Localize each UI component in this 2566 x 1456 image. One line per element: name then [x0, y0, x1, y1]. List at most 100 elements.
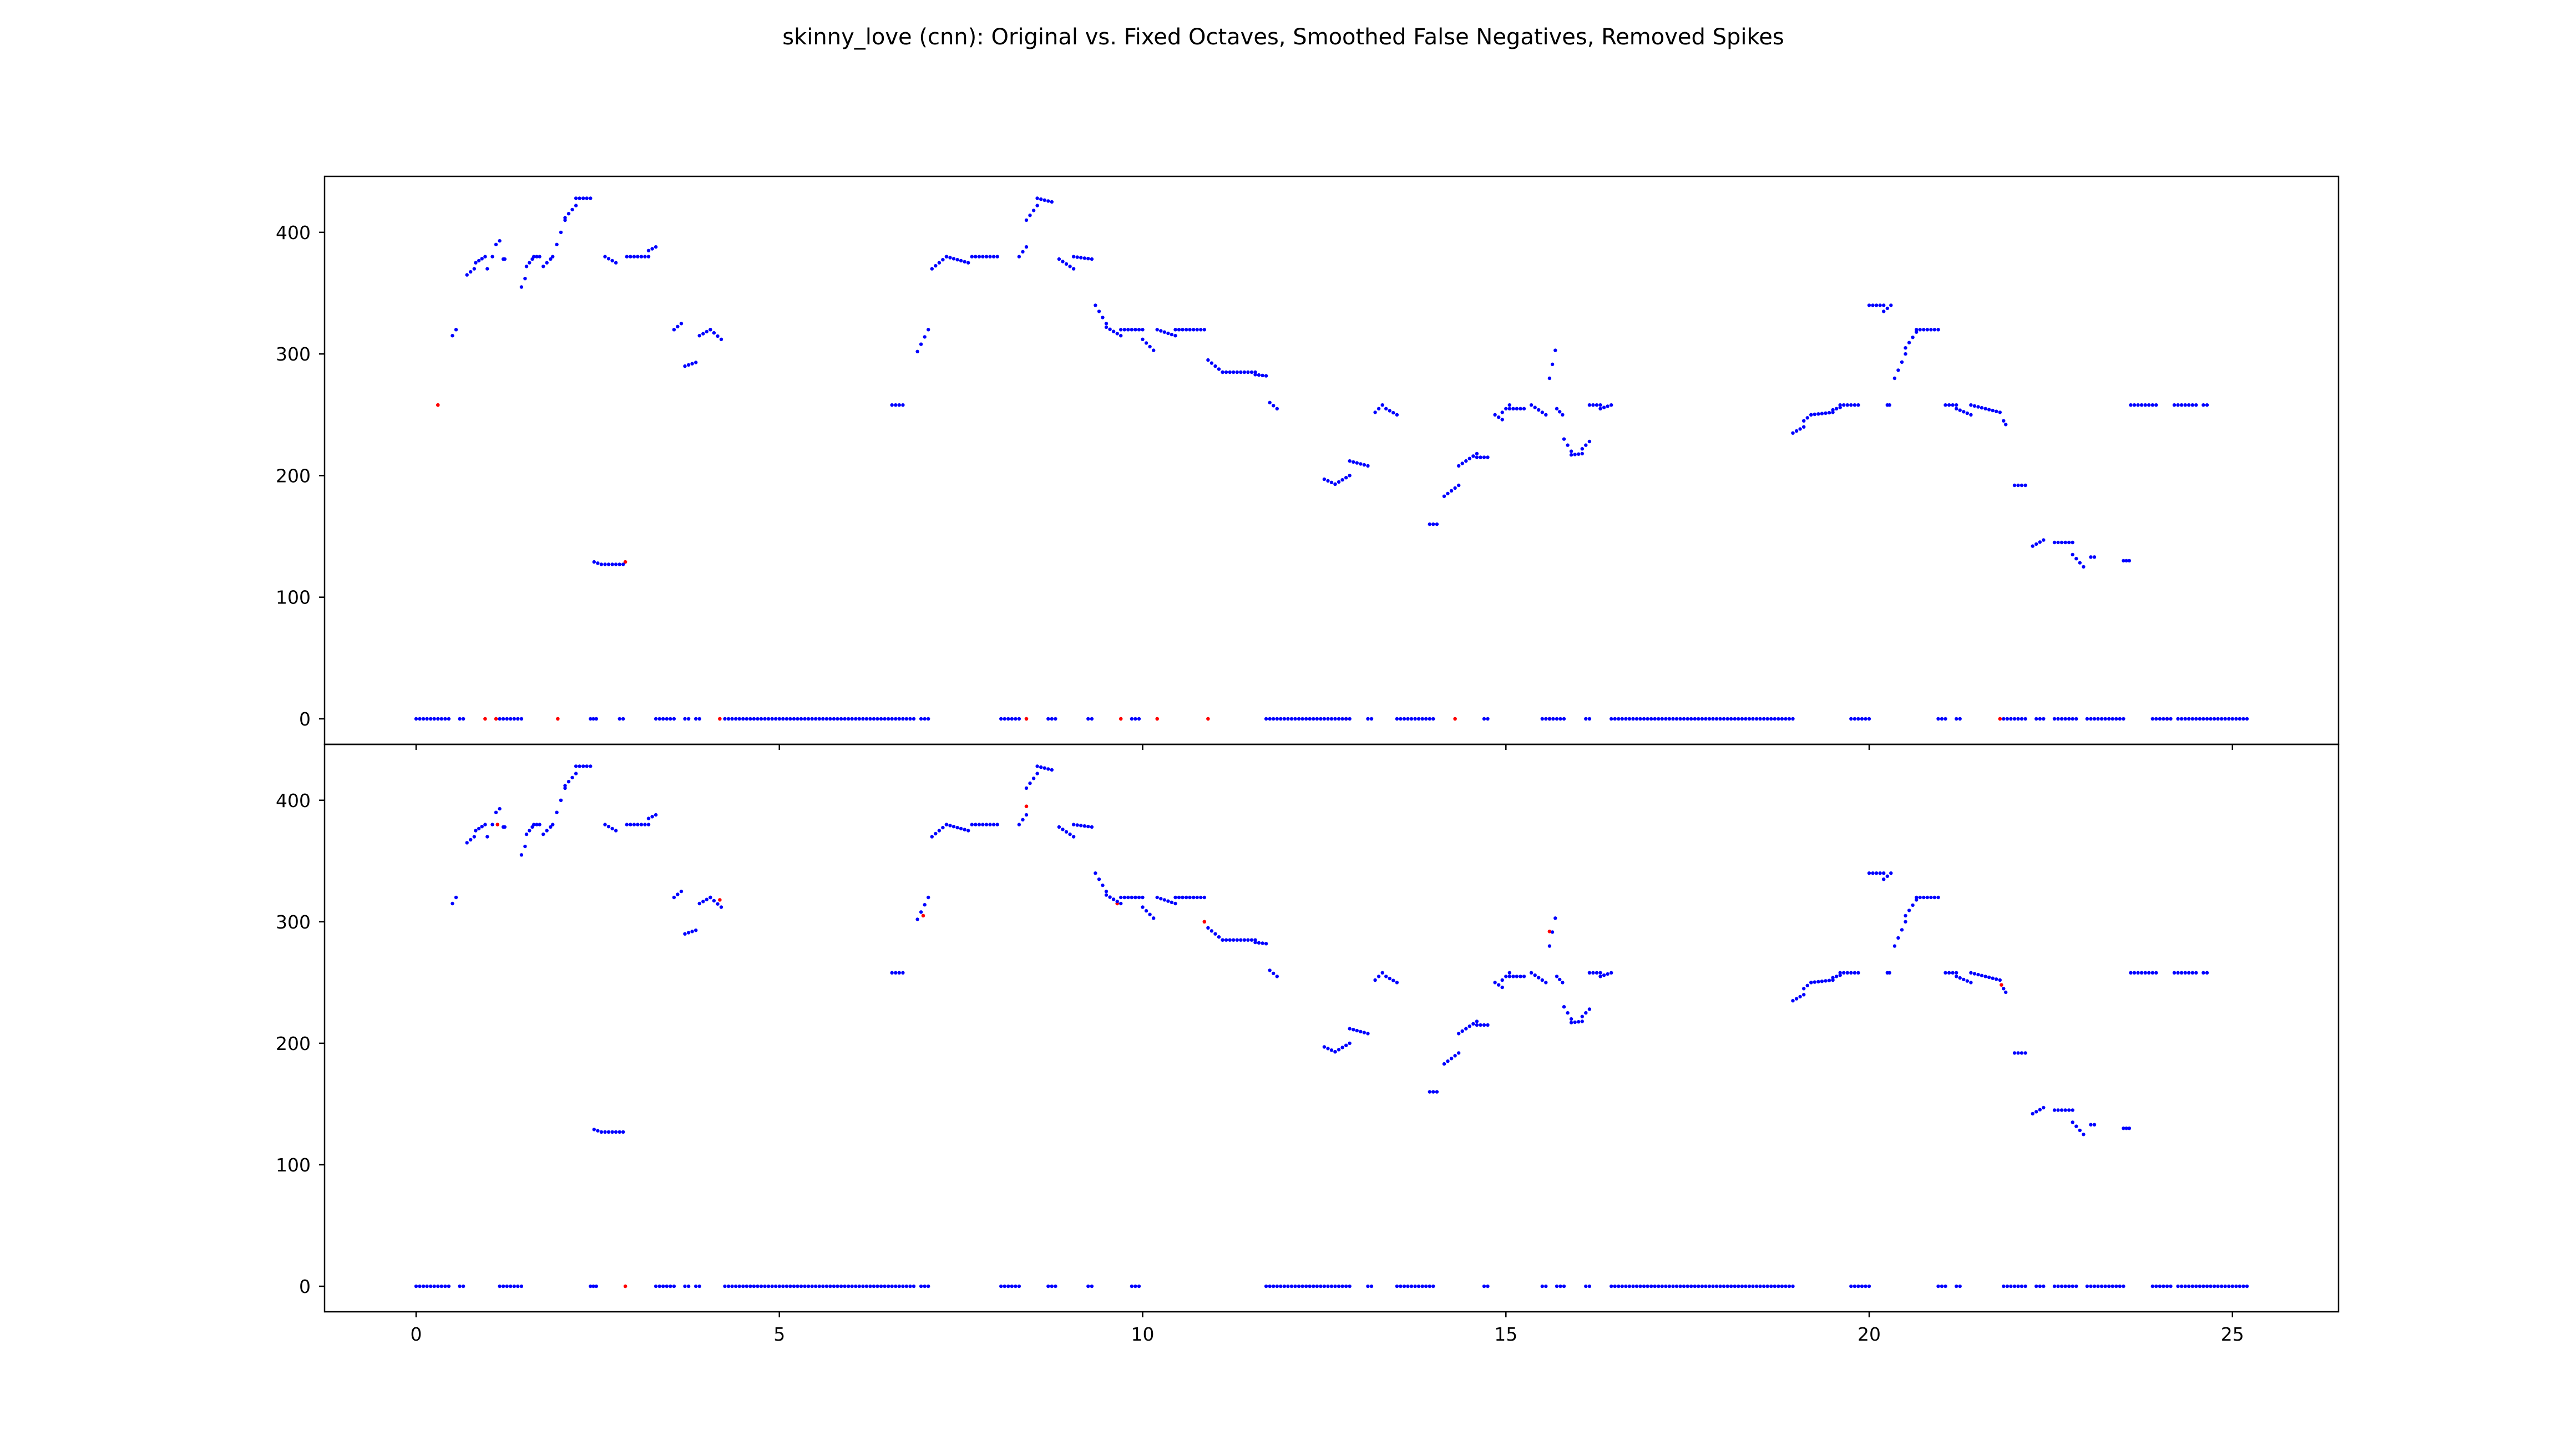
data-point-blue — [2056, 1108, 2060, 1112]
data-point-blue — [2063, 1108, 2067, 1112]
data-point-blue — [1682, 1284, 1686, 1288]
data-point-blue — [1922, 895, 1926, 900]
data-point-blue — [599, 1130, 604, 1134]
data-point-blue — [509, 717, 513, 721]
data-point-blue — [1887, 971, 1891, 975]
data-point-blue — [708, 328, 712, 332]
data-point-blue — [2172, 403, 2177, 407]
data-point-blue — [1326, 1284, 1330, 1288]
data-point-blue — [646, 248, 651, 252]
data-point-blue — [2216, 1284, 2220, 1288]
data-point-blue — [1500, 418, 1504, 422]
data-point-blue — [1457, 464, 1461, 468]
data-point-blue — [1369, 717, 1374, 721]
data-point-blue — [1627, 1284, 1632, 1288]
data-point-blue — [857, 1284, 862, 1288]
data-point-blue — [915, 349, 919, 353]
top-panel: 0 100 200 300 400 — [276, 175, 2340, 750]
data-point-blue — [1853, 1284, 1857, 1288]
data-point-red — [718, 898, 722, 902]
data-point-blue — [1522, 975, 1526, 978]
data-point-blue — [705, 329, 709, 334]
data-point-blue — [1261, 373, 1264, 378]
data-point-blue — [1802, 993, 1806, 997]
data-point-blue — [610, 1130, 614, 1134]
data-point-blue — [1980, 973, 1984, 978]
data-point-blue — [566, 780, 571, 784]
data-point-blue — [1362, 1031, 1366, 1034]
data-point-blue — [2230, 1284, 2234, 1288]
data-point-blue — [1951, 403, 1955, 407]
data-point-blue — [1838, 971, 1842, 975]
data-point-blue — [991, 255, 996, 258]
data-point-blue — [485, 267, 489, 271]
data-point-blue — [1871, 871, 1875, 875]
data-point-blue — [1831, 978, 1835, 982]
data-point-blue — [839, 717, 843, 721]
data-point-blue — [970, 823, 974, 826]
data-point-blue — [1431, 1284, 1435, 1288]
data-point-blue — [603, 1130, 607, 1134]
data-point-blue — [1308, 1284, 1312, 1288]
data-point-blue — [2002, 1284, 2006, 1288]
data-point-blue — [1729, 717, 1733, 721]
data-point-blue — [872, 717, 876, 721]
data-point-blue — [2158, 1284, 2162, 1288]
data-point-blue — [1300, 1284, 1304, 1288]
data-point-blue — [1787, 717, 1791, 721]
data-point-blue — [1031, 209, 1036, 212]
data-point-blue — [1420, 717, 1424, 721]
data-point-blue — [1955, 971, 1958, 975]
data-point-blue — [472, 267, 476, 271]
data-point-blue — [1610, 1284, 1613, 1288]
data-point-blue — [1094, 871, 1097, 875]
data-point-blue — [483, 255, 487, 258]
data-point-blue — [2158, 717, 2162, 721]
data-point-blue — [1206, 358, 1210, 362]
data-point-blue — [2194, 403, 2198, 407]
data-point-blue — [697, 901, 701, 906]
data-point-blue — [563, 216, 567, 220]
data-point-blue — [2004, 423, 2008, 427]
data-point-blue — [901, 403, 905, 407]
data-point-blue — [1791, 999, 1795, 1003]
data-point-blue — [1108, 895, 1112, 899]
data-point-blue — [2096, 1284, 2100, 1288]
data-point-blue — [2074, 1124, 2078, 1128]
data-point-blue — [1373, 978, 1377, 982]
data-point-blue — [629, 255, 632, 258]
data-point-blue — [1460, 461, 1464, 465]
data-point-blue — [629, 823, 632, 826]
data-point-blue — [1242, 370, 1247, 374]
data-point-blue — [1275, 1284, 1279, 1288]
data-point-blue — [1428, 717, 1431, 721]
data-point-blue — [2122, 1127, 2125, 1130]
data-point-blue — [643, 255, 647, 258]
data-point-blue — [1515, 407, 1519, 410]
data-point-blue — [1904, 346, 1907, 350]
data-point-blue — [1293, 1284, 1297, 1288]
data-point-blue — [1704, 1284, 1708, 1288]
data-point-blue — [654, 245, 658, 249]
data-point-blue — [1646, 1284, 1649, 1288]
data-point-blue — [1958, 976, 1962, 980]
data-point-blue — [1900, 360, 1904, 364]
data-point-blue — [425, 1284, 429, 1288]
data-point-blue — [1965, 411, 1969, 415]
data-point-red — [921, 914, 925, 918]
data-point-blue — [1995, 977, 1998, 981]
data-point-blue — [1507, 403, 1511, 407]
data-point-blue — [563, 786, 567, 790]
data-point-blue — [817, 1284, 822, 1288]
data-point-blue — [2096, 717, 2100, 721]
data-point-blue — [1257, 373, 1261, 377]
data-point-blue — [2198, 717, 2202, 721]
data-point-blue — [669, 1284, 672, 1288]
data-point-blue — [1595, 403, 1599, 407]
data-point-blue — [897, 403, 902, 407]
data-point-blue — [1355, 1028, 1359, 1033]
data-point-blue — [439, 1284, 443, 1288]
data-point-blue — [1028, 214, 1032, 217]
data-point-blue — [2220, 1284, 2224, 1288]
data-point-blue — [701, 900, 705, 904]
